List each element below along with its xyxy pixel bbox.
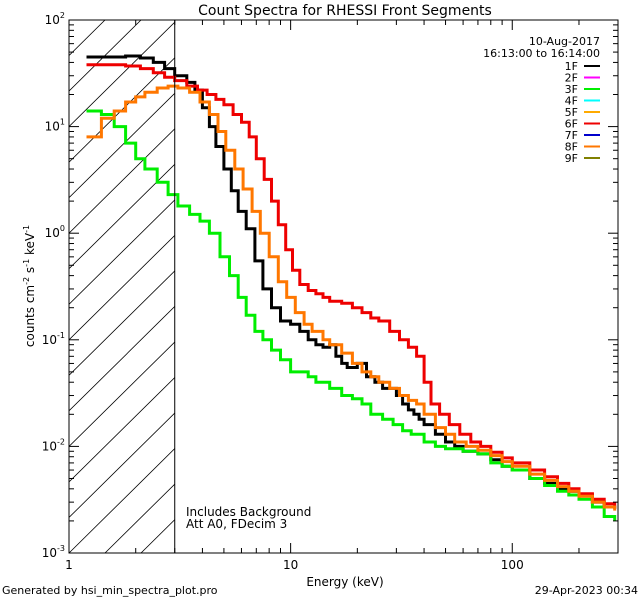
y-tick-exponent: -2 (57, 437, 65, 446)
y-tick-base: 10 (42, 546, 57, 560)
y-tick-label: 102 (45, 11, 65, 27)
y-tick-base: 10 (45, 13, 60, 27)
y-tick-label: 10-1 (42, 331, 65, 347)
y-tick-label: 100 (45, 224, 65, 240)
hatch-line (69, 341, 175, 447)
legend-label-3F: 3F (565, 83, 578, 96)
legend-label-6F: 6F (565, 118, 578, 131)
footer-timestamp: 29-Apr-2023 00:34 (535, 584, 638, 597)
y-axis-label-main: counts cm (23, 285, 37, 347)
hatch-line (69, 20, 142, 92)
chart-title: Count Spectra for RHESSI Front Segments (198, 3, 492, 19)
y-tick-exponent: 2 (60, 11, 65, 20)
y-tick-exponent: 0 (60, 224, 65, 233)
hatch-line (69, 57, 175, 163)
y-axis-label-sup1: -2 (22, 277, 31, 285)
y-tick-base: 10 (45, 226, 60, 240)
series-3F (86, 109, 617, 521)
plot-frame (68, 19, 619, 554)
footer-generated: Generated by hsi_min_spectra_plot.pro (2, 584, 218, 597)
hatch-line (69, 128, 175, 234)
hatch-line (69, 376, 175, 483)
y-tick-label: 10-3 (42, 544, 65, 560)
hatch-line (69, 412, 175, 519)
y-tick-label: 101 (45, 118, 65, 134)
series-layer (86, 54, 617, 521)
excluded-energy-hatch (69, 20, 175, 553)
y-axis-label-mid2: keV (23, 232, 37, 259)
hatch-line (69, 92, 175, 199)
x-axis-label: Energy (keV) (306, 575, 383, 589)
hatch-line (69, 163, 175, 270)
legend-label-2F: 2F (565, 72, 578, 85)
series-1F (86, 54, 617, 509)
x-tick-label: 10 (283, 558, 298, 572)
hatch-line (69, 234, 175, 341)
date-label: 10-Aug-2017 (529, 35, 600, 48)
y-axis-label-mid1: s (23, 267, 37, 277)
hatch-line (69, 199, 175, 305)
annotation-attenuator: Att A0, FDecim 3 (186, 517, 287, 531)
x-tick-label: 100 (501, 558, 524, 572)
series-6F (86, 63, 617, 509)
y-axis-label-sup3: -1 (22, 225, 31, 233)
y-tick-label: 10-2 (42, 437, 65, 453)
hatch-line (69, 21, 175, 128)
hatch-line (69, 305, 175, 412)
legend-label-9F: 9F (565, 152, 578, 165)
annotation-background: Includes Background (186, 505, 311, 519)
y-tick-base: 10 (42, 439, 57, 453)
y-axis-label-sup2: -1 (22, 259, 31, 267)
y-axis-label: counts cm-2 s-1 keV-1 (22, 225, 37, 347)
y-tick-exponent: 1 (60, 118, 65, 127)
hatch-line (69, 270, 175, 376)
legend-label-4F: 4F (565, 95, 578, 108)
hatch-line (69, 20, 106, 57)
hatch-line (69, 448, 175, 553)
y-tick-exponent: -1 (57, 331, 65, 340)
legend-label-8F: 8F (565, 141, 578, 154)
y-tick-base: 10 (42, 333, 57, 347)
legend-label-1F: 1F (565, 60, 578, 73)
time-range-label: 16:13:00 to 16:14:00 (483, 47, 600, 60)
legend-label-7F: 7F (565, 129, 578, 142)
x-tick-label: 1 (65, 558, 73, 572)
legend-label-5F: 5F (565, 106, 578, 119)
hatch-line (104, 483, 175, 553)
series-8F (86, 84, 617, 511)
y-tick-base: 10 (45, 120, 60, 134)
y-tick-exponent: -3 (57, 544, 65, 553)
